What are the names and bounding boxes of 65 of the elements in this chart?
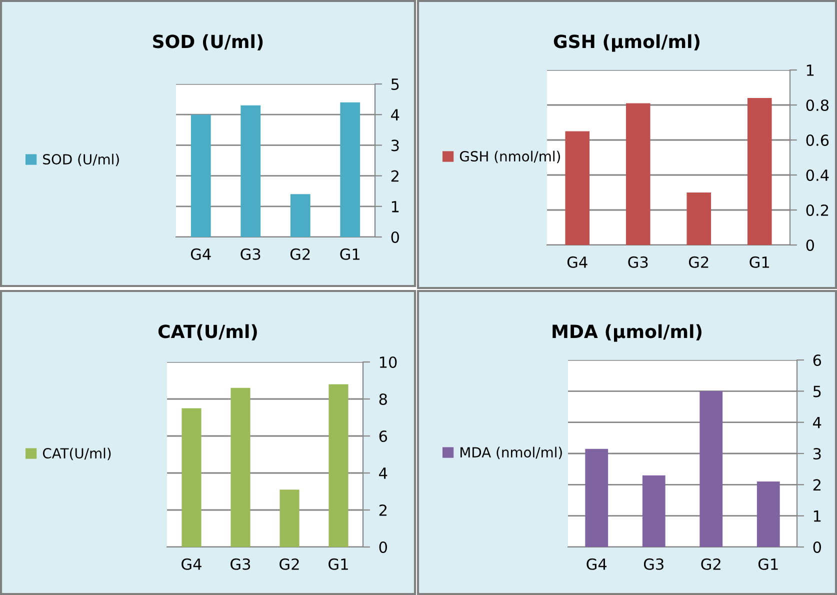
x-tick-label: G4	[586, 558, 607, 570]
bar	[290, 194, 310, 237]
y-tick-label: 4	[813, 417, 822, 428]
x-tick-label: G4	[190, 248, 211, 260]
y-tick-label: 0	[391, 231, 399, 244]
y-tick-label: 8	[379, 393, 387, 406]
bar	[190, 114, 211, 237]
bar	[747, 98, 772, 245]
bar	[340, 102, 360, 237]
y-tick-label: 10	[380, 356, 397, 368]
y-tick-label: 0.2	[806, 204, 828, 216]
chart-title: SOD (U/ml)	[153, 34, 263, 50]
chart-title: CAT(U/ml)	[158, 324, 257, 340]
x-tick-label: G2	[290, 248, 310, 260]
y-tick-label: 4	[379, 468, 388, 479]
x-tick-label: G1	[340, 248, 360, 260]
bar	[565, 131, 590, 245]
y-tick-label: 2	[813, 479, 820, 490]
legend-label: SOD (U/ml)	[43, 154, 119, 166]
x-tick-label: G1	[328, 558, 348, 570]
legend-label: CAT(U/ml)	[42, 448, 111, 460]
y-tick-label: 5	[813, 386, 821, 398]
bar	[585, 448, 608, 547]
x-tick-label: G2	[280, 558, 299, 570]
x-tick-label: G1	[758, 558, 778, 570]
y-tick-label: 0.8	[806, 99, 829, 112]
y-tick-label: 1	[392, 201, 399, 212]
chart-title: GSH (µmol/ml)	[554, 34, 700, 52]
x-tick-label: G2	[688, 256, 708, 268]
bar	[700, 391, 723, 547]
legend-label: MDA (nmol/ml)	[460, 446, 562, 460]
y-tick-label: 3	[391, 140, 399, 152]
y-tick-label: 6	[379, 430, 388, 442]
x-tick-label: G2	[701, 558, 720, 570]
y-tick-label: 2	[391, 170, 398, 182]
bar	[182, 408, 202, 547]
y-tick-label: 0	[379, 541, 387, 554]
x-tick-label: G4	[182, 558, 202, 570]
x-tick-label: G4	[567, 256, 588, 268]
bar	[642, 475, 666, 547]
y-tick-label: 1	[806, 64, 814, 76]
bar	[686, 192, 712, 245]
y-tick-label: 0	[813, 541, 821, 554]
x-tick-label: G1	[750, 256, 769, 268]
x-tick-label: G3	[628, 256, 648, 268]
legend-label: GSH (nmol/ml)	[460, 150, 560, 164]
bar	[756, 482, 780, 547]
x-tick-label: G3	[230, 558, 250, 570]
x-tick-label: G3	[240, 248, 260, 260]
y-tick-label: 5	[391, 78, 399, 90]
bar	[328, 384, 348, 547]
chart-title: MDA (µmol/ml)	[552, 324, 702, 342]
bar	[280, 490, 300, 547]
y-tick-label: 0	[806, 239, 814, 252]
bar	[240, 105, 261, 237]
y-tick-label: 6	[813, 354, 822, 366]
y-tick-label: 3	[813, 448, 821, 460]
x-tick-label: G3	[644, 558, 664, 570]
y-tick-label: 2	[379, 504, 386, 516]
y-tick-label: 0.6	[806, 134, 829, 146]
y-tick-label: 0.4	[806, 169, 829, 182]
bar	[230, 388, 250, 547]
y-tick-label: 4	[391, 109, 400, 120]
bar	[626, 103, 650, 245]
y-tick-label: 1	[814, 510, 821, 522]
